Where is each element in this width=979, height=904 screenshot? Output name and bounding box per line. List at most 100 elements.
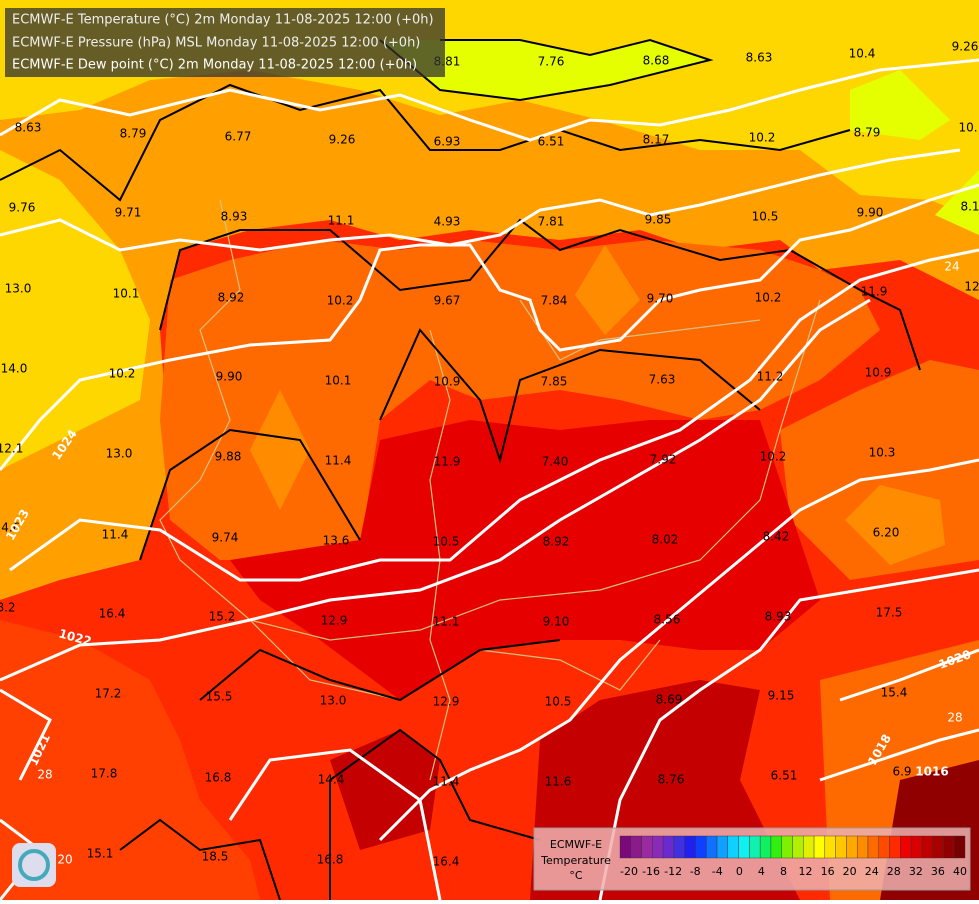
dew-point-label: 8.42 [763,530,790,544]
dew-point-label: 11.1 [328,214,355,228]
legend-title: °C [569,869,583,882]
dew-point-label: 11.1 [433,615,460,629]
color-swatch [813,835,826,859]
legend-tick-label: -12 [664,865,682,878]
dew-point-label: 7.40 [542,455,569,469]
color-swatch [910,835,923,859]
color-swatch [759,835,772,859]
dew-point-label: 9.67 [434,294,461,308]
dew-point-label: 17.8 [91,767,118,781]
dew-point-label: 9.26 [952,40,979,54]
dew-point-label: 6.9 [892,765,911,779]
dew-point-label: 17.5 [876,606,903,620]
dew-point-label: 10.2 [327,294,354,308]
color-swatch [695,835,707,859]
dew-point-label: 10.1 [113,287,140,301]
dew-point-label: 8.63 [746,51,773,65]
dew-point-label: 6.77 [225,130,252,144]
dew-point-label: 9.74 [212,531,239,545]
dew-point-label: 9.90 [216,370,243,384]
dew-point-label: 8.76 [658,773,685,787]
dew-point-label: 8.2 [0,601,16,615]
dew-point-label: 11.2 [757,370,784,384]
isobars [0,58,979,901]
legend-tick-label: 20 [843,865,857,878]
dew-point-label: 6.93 [434,135,461,149]
dew-point-label: 15.4 [881,686,908,700]
dew-point-label: 11.4 [433,775,460,789]
color-swatch [954,835,966,859]
temperature-label: 20 [57,853,72,867]
header-line: ECMWF-E Pressure (hPa) MSL Monday 11-08-… [12,36,420,51]
dew-point-label: 15.1 [87,847,114,861]
dew-point-label: 15.5 [206,690,233,704]
dew-point-label: 12 [964,280,979,294]
legend-tick-label: 32 [909,865,923,878]
color-swatch [867,835,879,859]
dew-point-label: 14.0 [1,362,28,376]
color-swatch [727,835,739,859]
color-swatch [770,835,782,859]
color-swatch [900,835,912,859]
borders [159,199,821,781]
logo [12,843,56,887]
color-swatch [641,835,653,859]
dew-point-label: 10.3 [869,446,896,460]
dew-point-label: 6.51 [538,135,565,149]
color-swatch [673,835,685,859]
legend-tick-label: 0 [736,865,743,878]
dew-point-label: 13.0 [5,282,32,296]
color-swatch [619,835,631,859]
color-swatch [749,835,761,859]
dew-point-label: 10.2 [760,450,787,464]
color-swatch [652,835,664,859]
dew-point-label: 10.4 [849,47,876,61]
dew-point-label: 11.6 [545,775,572,789]
dew-point-label: 10.5 [545,695,572,709]
legend-tick-label: 24 [865,865,879,878]
dew-point-label: 9.10 [543,615,570,629]
legend-tick-label: 40 [953,865,967,878]
color-swatch [932,835,944,859]
dew-point-label: 10.5 [752,210,779,224]
dew-point-label: 10.2 [755,291,782,305]
dew-point-label: 16.8 [317,853,344,867]
dew-point-label: 8.1 [960,200,979,214]
color-swatch [630,835,642,859]
color-swatch [706,835,718,859]
color-swatch [846,835,858,859]
dew-point-label: 9.90 [857,206,884,220]
header-line: ECMWF-E Temperature (°C) 2m Monday 11-08… [12,13,434,28]
header: ECMWF-E Temperature (°C) 2m Monday 11-08… [5,8,445,77]
dew-point-label: 16.8 [205,771,232,785]
legend-tick-label: 28 [887,865,901,878]
dew-point-label: 11.9 [434,455,461,469]
dew-point-label: 8.92 [218,291,245,305]
temperature-label: 24 [944,260,959,274]
dew-point-label: 14.4 [318,773,345,787]
legend-tick-label: 8 [780,865,787,878]
legend-tick-label: 36 [931,865,945,878]
color-swatch [781,835,793,859]
dew-point-label: 10. [958,121,977,135]
legend-tick-label: -4 [712,865,723,878]
color-swatch [738,835,750,859]
dew-point-label: 8.92 [543,535,570,549]
dew-point-label: 13.6 [323,534,350,548]
dew-point-label: 10.5 [433,535,460,549]
legend: ECMWF-E Temperature °C -20 -16 -12 -8 -4 0 4 8 1… [533,827,971,891]
color-swatch [921,835,933,859]
dew-point-label: 8.93 [221,210,248,224]
color-swatch [889,835,901,859]
color-swatch [856,835,869,859]
dew-point-contours [0,38,921,901]
dew-point-label: 11.4 [325,454,352,468]
dew-point-label: 10.9 [865,366,892,380]
legend-tick-label: 4 [758,865,765,878]
color-swatch [803,835,815,859]
dew-point-label: 11.9 [861,285,888,299]
label-layer: 8.81 7.76 8.68 8.63 10.4 9.268.63 8.79 6.77 9.26… [0,40,979,869]
dew-point-label: 12.1 [0,442,23,456]
color-swatch [716,835,729,859]
